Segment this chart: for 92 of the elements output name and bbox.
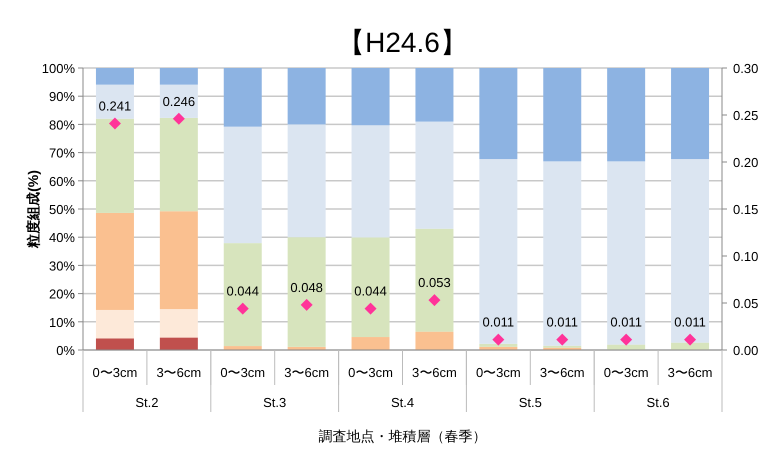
- bar: [607, 161, 646, 345]
- point: [172, 112, 185, 125]
- bar: [543, 161, 582, 346]
- bar: [96, 338, 134, 350]
- bar: [352, 68, 390, 126]
- y-tick-label: 100%: [42, 61, 76, 76]
- point: [492, 334, 504, 346]
- bar: [96, 68, 134, 85]
- bar: [352, 337, 390, 350]
- x-tick-label: 0〜3cm: [476, 365, 521, 380]
- bar: [160, 68, 198, 85]
- y-tick-label: 50%: [48, 202, 76, 217]
- x-tick-label: 3〜6cm: [540, 365, 585, 380]
- bar: [160, 118, 198, 212]
- y-tick-label: 80%: [48, 117, 76, 132]
- point: [684, 334, 696, 346]
- text: St.3: [263, 395, 286, 410]
- chart-title: 【H24.6】: [337, 27, 468, 58]
- bar: [415, 68, 454, 122]
- text: St.5: [518, 395, 542, 410]
- y2-tick-label: 0.25: [733, 108, 758, 123]
- x-axis-title: 調査地点・堆積層（春季）: [318, 428, 486, 444]
- x-tick-label: 3〜6cm: [284, 365, 330, 380]
- y2-tick-label: 0.30: [733, 61, 758, 76]
- bar: [160, 338, 198, 350]
- data-label: 0.044: [226, 284, 260, 299]
- data-label: 0.044: [354, 284, 387, 299]
- bar: [607, 344, 646, 350]
- text: St.2: [135, 395, 158, 410]
- bar: [479, 159, 518, 344]
- x-tick-label: 3〜6cm: [156, 365, 202, 380]
- y-tick-label: 70%: [48, 146, 76, 161]
- point: [556, 334, 568, 346]
- y-axis-title: 粒度組成(%): [25, 170, 41, 249]
- bar: [671, 342, 710, 350]
- bar: [415, 332, 454, 350]
- bar: [224, 243, 262, 346]
- data-label: 0.246: [162, 94, 196, 109]
- bar: [96, 310, 134, 338]
- y2-tick-label: 0.05: [733, 296, 758, 311]
- text: St.4: [390, 395, 414, 410]
- y2-tick-label: 0.00: [733, 343, 758, 358]
- bar: [160, 211, 198, 310]
- y-tick-label: 0%: [56, 343, 76, 358]
- bar: [415, 122, 454, 229]
- bar: [96, 212, 134, 310]
- bar: [352, 125, 390, 238]
- x-tick-label: 0〜3cm: [348, 365, 393, 380]
- point: [364, 302, 377, 315]
- data-label: 0.011: [546, 314, 578, 330]
- x-tick-label: 0〜3cm: [220, 365, 266, 380]
- point: [428, 294, 440, 306]
- y-tick-label: 60%: [48, 174, 76, 189]
- bar: [96, 118, 134, 213]
- x-tick-label: 0〜3cm: [92, 365, 138, 380]
- data-label: 0.011: [610, 314, 642, 330]
- data-label: 0.011: [674, 314, 706, 330]
- x-tick-label: 3〜6cm: [668, 365, 712, 380]
- y-tick-label: 40%: [48, 230, 76, 246]
- bar: [160, 309, 198, 338]
- y2-tick-label: 0.20: [733, 155, 758, 170]
- data-label: 0.053: [418, 275, 451, 290]
- bar: [288, 237, 326, 347]
- y-tick-label: 90%: [48, 89, 76, 104]
- bar: [288, 124, 326, 238]
- bar: [671, 159, 710, 343]
- y2-tick-label: 0.15: [733, 202, 758, 217]
- x-tick-label: 0〜3cm: [604, 365, 649, 380]
- point: [300, 298, 313, 311]
- y2-tick-label: 0.10: [733, 249, 758, 264]
- bar: [543, 68, 582, 162]
- point: [108, 117, 121, 130]
- y-tick-label: 20%: [48, 286, 76, 302]
- bar: [96, 84, 134, 119]
- bar: [671, 68, 710, 160]
- data-label: 0.011: [482, 314, 514, 330]
- y-tick-label: 10%: [48, 314, 76, 330]
- bar: [479, 68, 518, 160]
- bar: [415, 228, 454, 332]
- bar: [224, 68, 262, 127]
- bar: [288, 68, 326, 124]
- point: [620, 334, 632, 346]
- point: [236, 302, 249, 315]
- bar: [607, 68, 646, 162]
- y-tick-label: 30%: [48, 258, 76, 274]
- data-label: 0.241: [98, 98, 132, 114]
- data-label: 0.048: [290, 280, 323, 295]
- bar: [352, 237, 390, 338]
- bar: [479, 344, 518, 347]
- x-tick-label: 3〜6cm: [412, 365, 457, 380]
- bar: [224, 126, 262, 244]
- text: St.6: [646, 395, 670, 410]
